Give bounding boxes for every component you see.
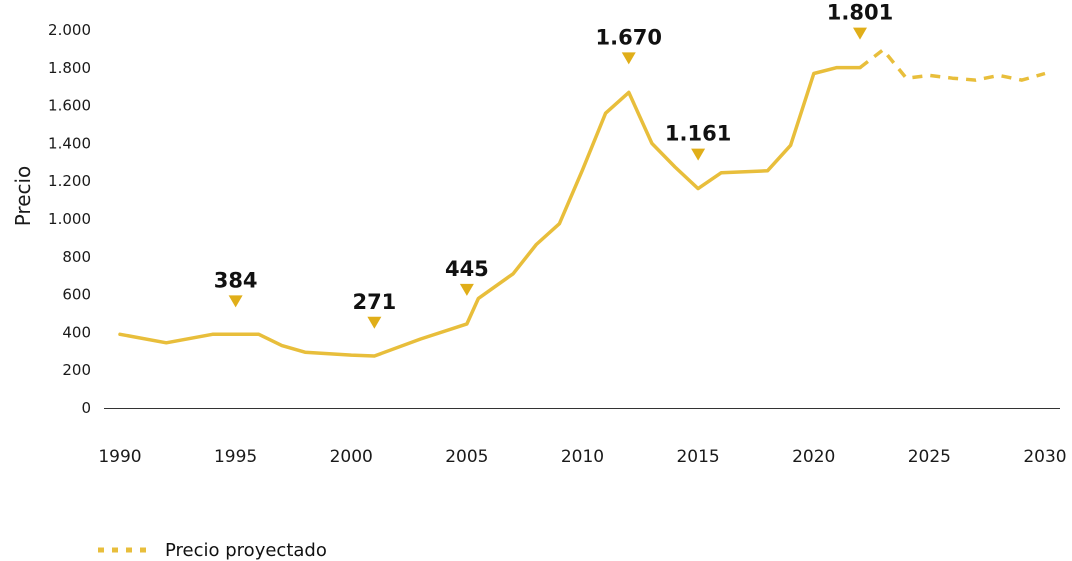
- x-tick-label: 2030: [1023, 447, 1066, 467]
- price-line: [118, 65, 862, 358]
- x-tick-label: 1990: [98, 447, 141, 467]
- y-axis-label: Precio: [11, 166, 35, 227]
- y-tick-labels: 0 200 400 600 800 1.000 1.200 1.400 1.600 1.800 2.…: [48, 21, 91, 417]
- x-tick-label: 2025: [908, 447, 951, 467]
- x-tick-labels: 1990 1995 2000 2005 2010 2015 2020 2025 2030: [98, 447, 1066, 467]
- annotation-label: 445: [445, 257, 489, 281]
- annotation-label: 384: [214, 268, 258, 292]
- annotation-marker: [621, 52, 636, 65]
- annotation-marker: [691, 148, 706, 161]
- projected-price-line: [858, 48, 1046, 82]
- annotation-marker: [853, 27, 867, 40]
- legend-label: Precio proyectado: [165, 540, 327, 561]
- y-tick-label: 1.000: [48, 210, 91, 228]
- annotation-label: 1.801: [827, 1, 893, 25]
- y-tick-label: 200: [62, 361, 91, 379]
- y-tick-label: 1.200: [48, 172, 91, 190]
- annotation-label: 271: [352, 290, 396, 314]
- x-tick-label: 1995: [214, 447, 257, 467]
- y-tick-label: 800: [62, 248, 91, 266]
- annotation-label: 1.670: [596, 25, 662, 49]
- annotation-marker: [367, 316, 382, 329]
- x-tick-label: 2000: [330, 447, 373, 467]
- legend: Precio proyectado: [98, 540, 327, 561]
- y-tick-label: 1.600: [48, 97, 91, 115]
- x-tick-label: 2005: [445, 447, 488, 467]
- annotation-marker: [459, 283, 474, 296]
- y-tick-label: 0: [81, 399, 91, 417]
- y-tick-label: 2.000: [48, 21, 91, 39]
- annotation-marker: [228, 295, 243, 308]
- x-tick-label: 2015: [676, 447, 719, 467]
- annotation-layer: 384 271 445 1.670 1.161 1.801: [214, 1, 893, 329]
- y-tick-label: 1.400: [48, 134, 91, 152]
- y-tick-label: 600: [62, 286, 91, 304]
- annotation-label: 1.161: [665, 122, 731, 146]
- y-tick-label: 400: [62, 323, 91, 341]
- series-layer: [118, 48, 1046, 358]
- y-tick-label: 1.800: [48, 59, 91, 77]
- x-tick-label: 2010: [561, 447, 604, 467]
- x-tick-label: 2020: [792, 447, 835, 467]
